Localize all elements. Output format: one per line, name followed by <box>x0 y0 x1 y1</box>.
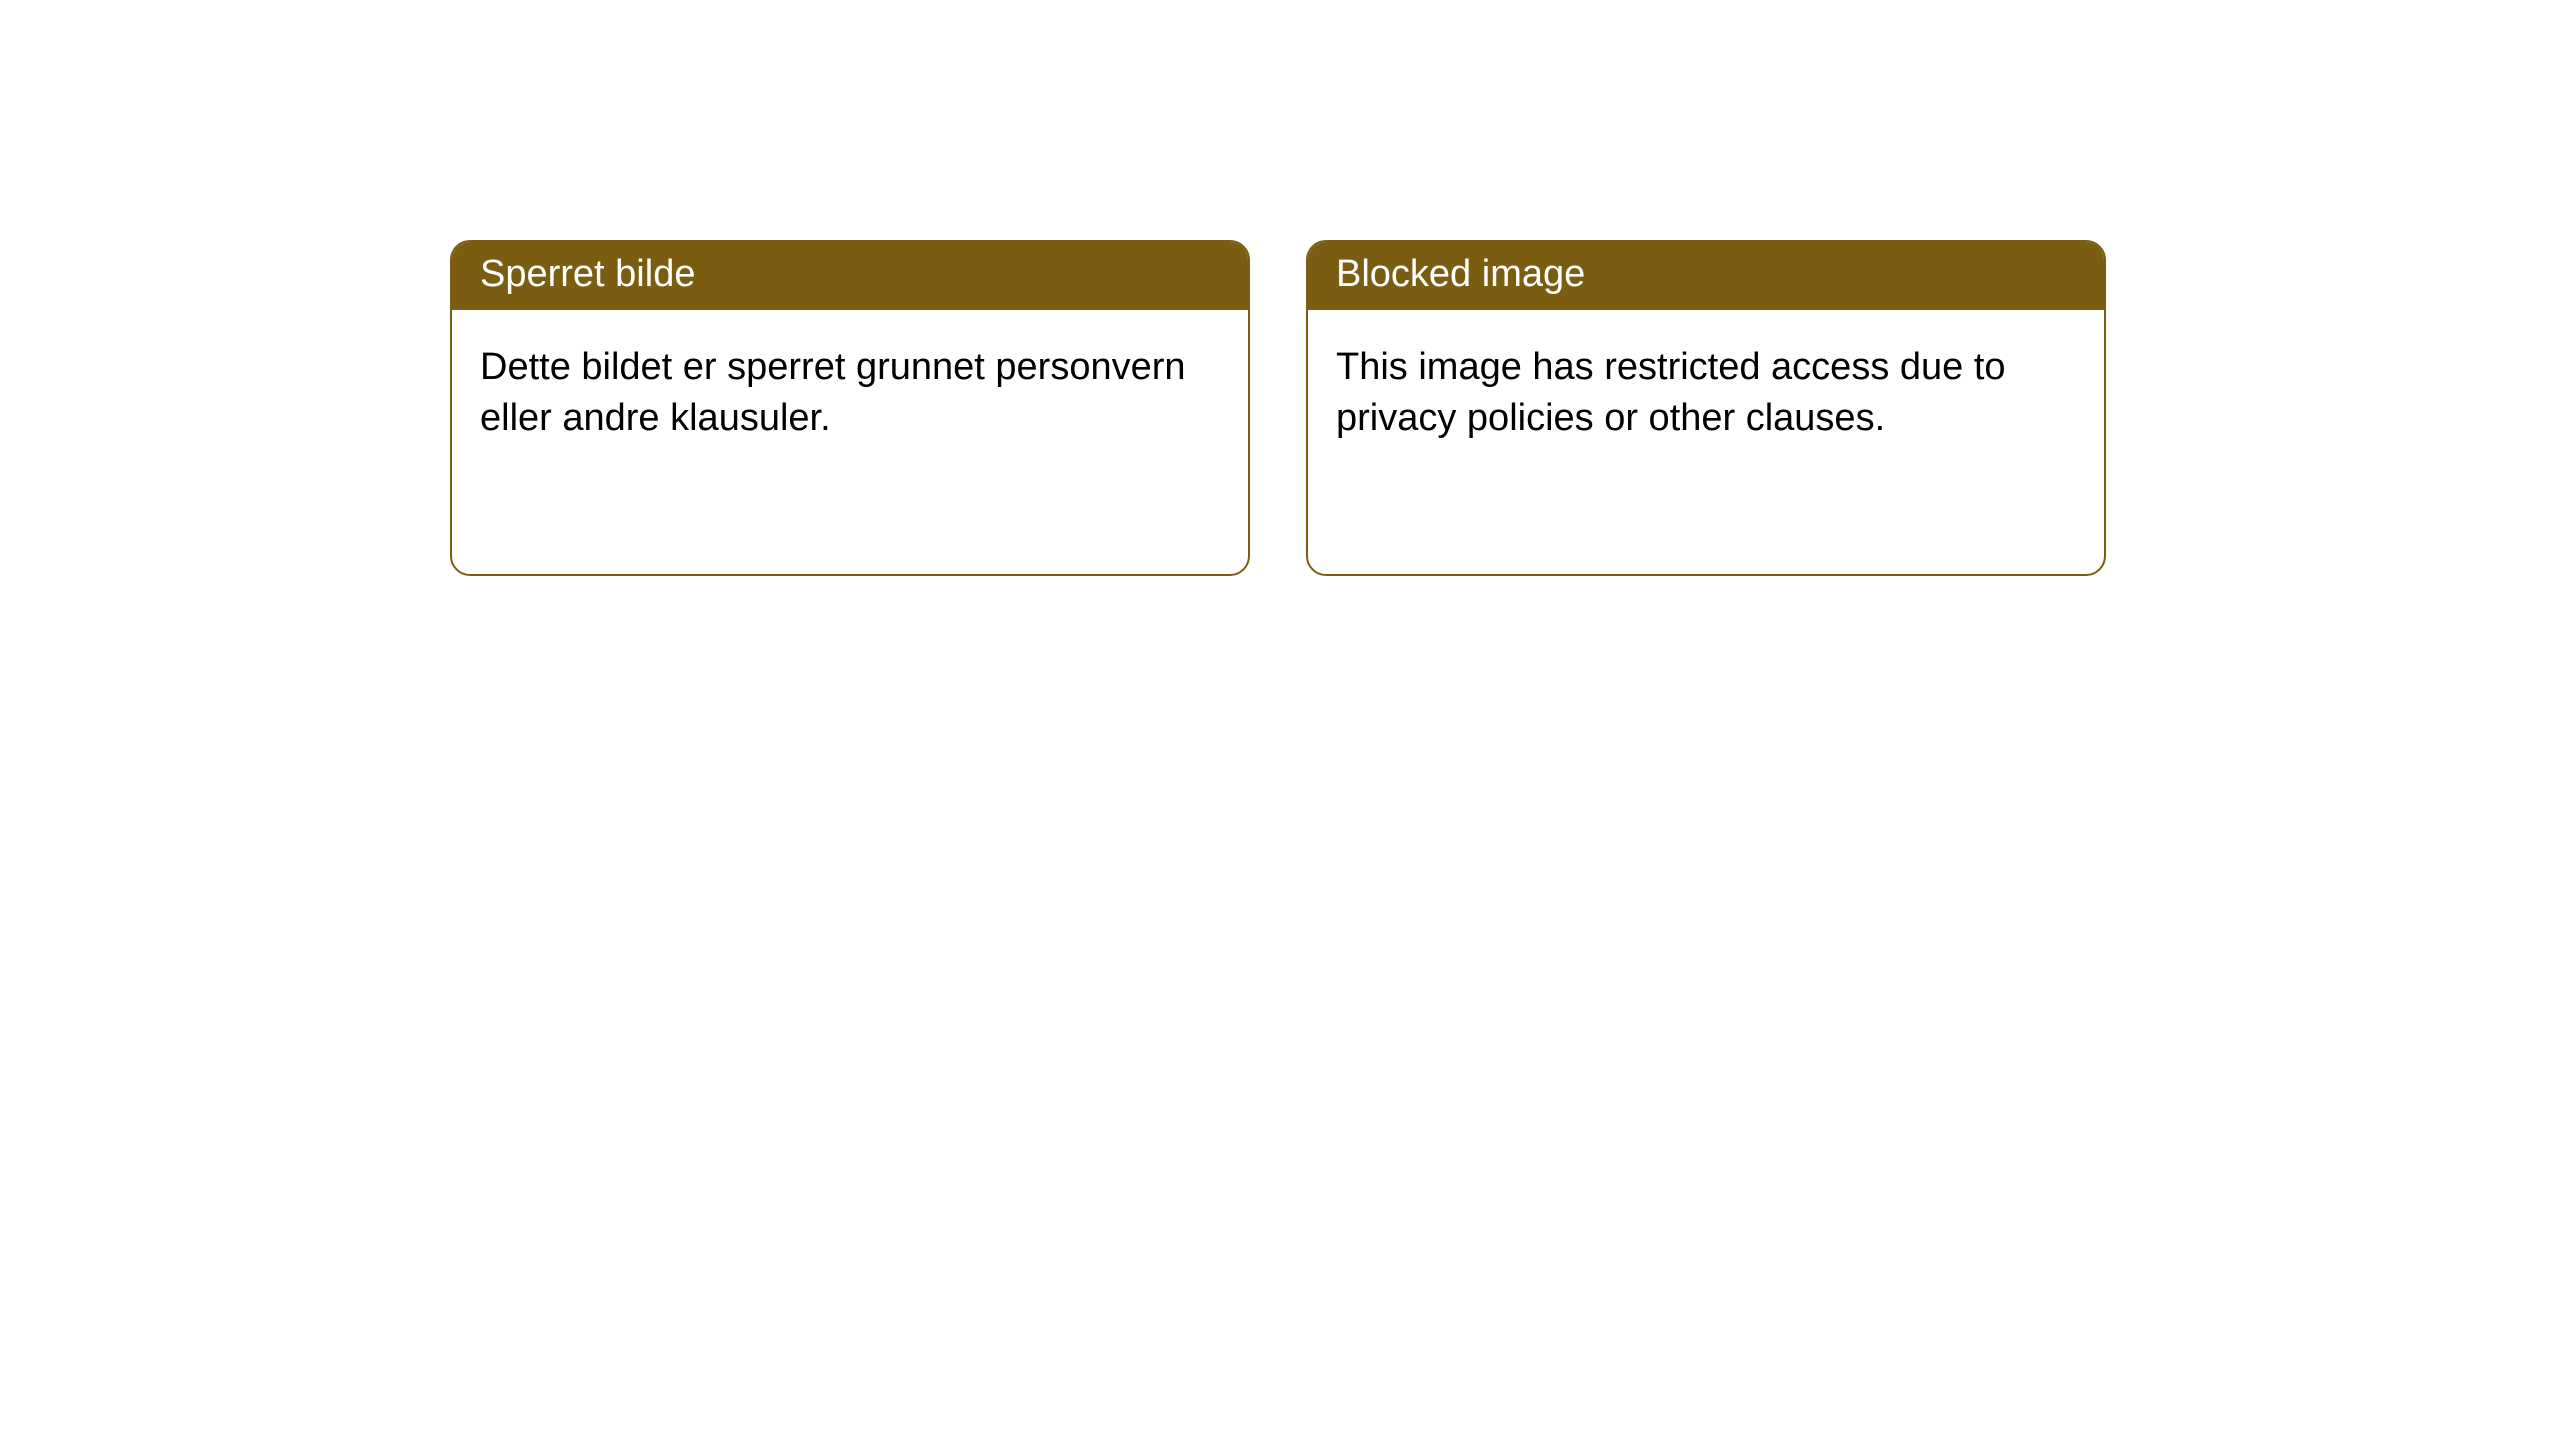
notice-body: Dette bildet er sperret grunnet personve… <box>452 310 1248 477</box>
notice-body: This image has restricted access due to … <box>1308 310 2104 477</box>
notice-title: Blocked image <box>1308 242 2104 310</box>
notice-container: Sperret bilde Dette bildet er sperret gr… <box>450 240 2106 576</box>
notice-card-english: Blocked image This image has restricted … <box>1306 240 2106 576</box>
notice-title: Sperret bilde <box>452 242 1248 310</box>
notice-card-norwegian: Sperret bilde Dette bildet er sperret gr… <box>450 240 1250 576</box>
